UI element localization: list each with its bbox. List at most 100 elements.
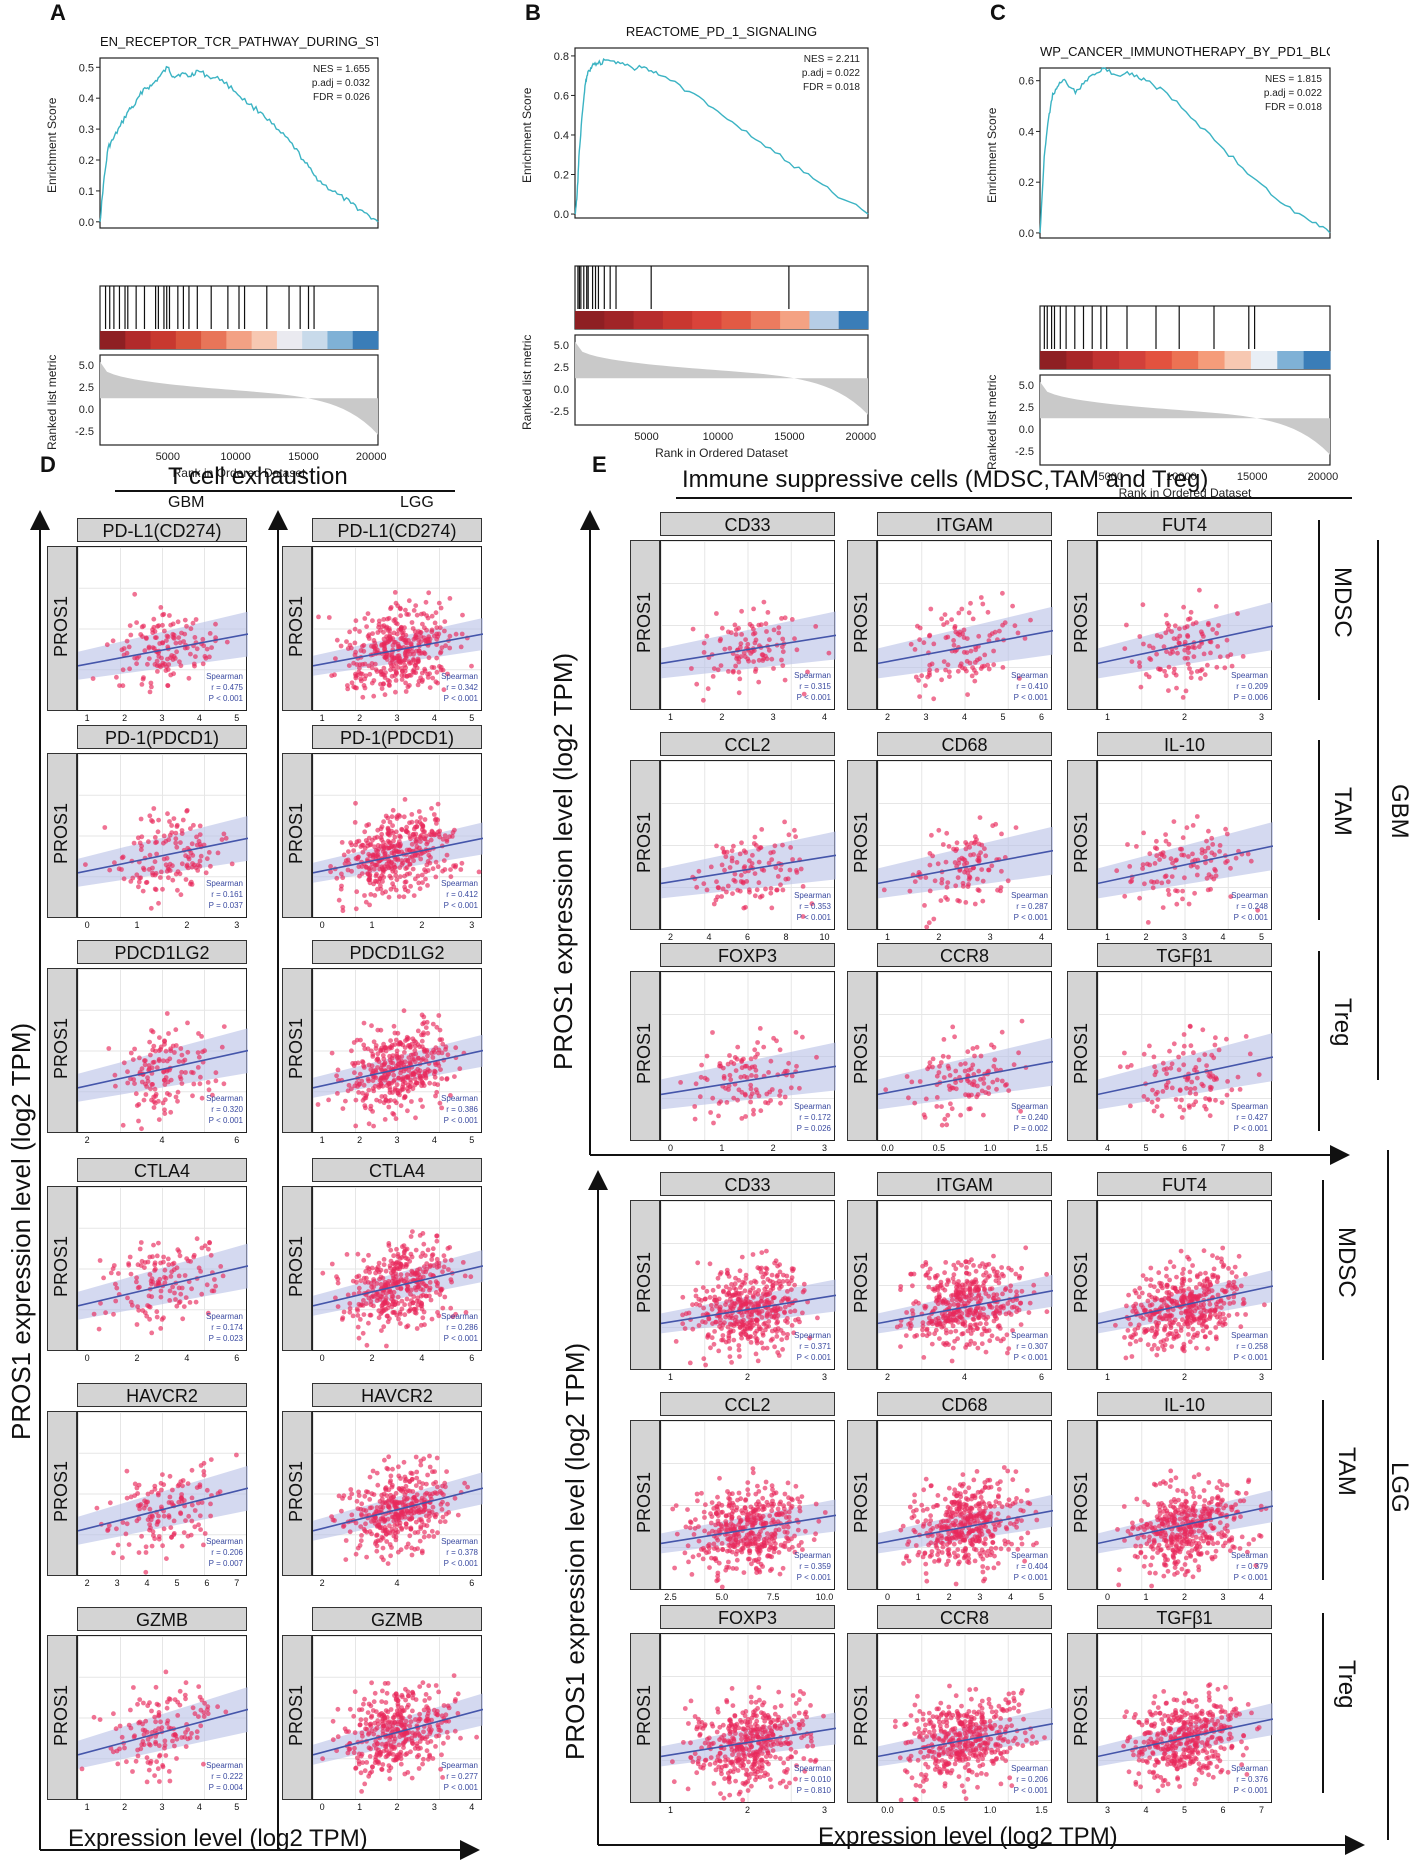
d-gbm-ctla4-point <box>152 1268 157 1273</box>
d-lgg-havcr2-point <box>407 1517 413 1522</box>
d-lgg-ctla4-point <box>414 1270 420 1276</box>
e-gbm-itgam-point <box>921 640 927 646</box>
d-lgg-gzmb-stat-p: P < 0.001 <box>443 1783 478 1792</box>
e-gbm-fut4-point <box>1205 662 1210 668</box>
d-gbm-pdcd1lg2-point <box>158 1047 163 1052</box>
d-lgg-havcr2-point <box>389 1526 395 1532</box>
d-lgg-havcr2-point <box>353 1551 359 1557</box>
d-lgg-pdcd1lg2-point <box>435 1082 441 1088</box>
d-gbm-pd-1-pdcd1-point <box>189 841 195 847</box>
d-lgg-gzmb-point <box>380 1728 386 1734</box>
d-lgg-pd-1-pdcd1-point <box>401 894 407 900</box>
d-lgg-gzmb-point <box>407 1714 413 1720</box>
d-gbm-pd-1-pdcd1-point <box>175 887 180 893</box>
e-gbm-fut4-point <box>1199 667 1205 672</box>
d-lgg-pdcd1lg2-point <box>433 1093 438 1099</box>
d-lgg-pdcd1lg2-point <box>358 1037 363 1043</box>
d-lgg-ctla4-point <box>442 1294 448 1300</box>
d-gbm-ctla4-point <box>134 1279 139 1285</box>
d-lgg-pd-l1-cd274-point <box>399 677 405 682</box>
d-lgg-pd-l1-cd274-point <box>434 655 440 661</box>
e-lgg-cd33-point <box>736 1343 742 1348</box>
d-gbm-ctla4-point <box>172 1290 177 1296</box>
e-gbm-itgam-point <box>1022 636 1028 641</box>
e-gbm-cd68-point <box>972 839 978 845</box>
e-gbm-il-10-ystrip <box>1067 760 1097 930</box>
d-gbm-pd-1-pdcd1-point <box>138 847 144 853</box>
e-gbm-cd33-point <box>789 617 795 622</box>
e-lgg-cd33-point <box>788 1309 793 1315</box>
d-lgg-ctla4-stats: Spearman r = 0.286 P < 0.001 <box>420 1311 478 1344</box>
d-lgg-pd-l1-cd274-point <box>434 631 440 637</box>
panel-e-ylabel-gbm: PROS1 expression level (log2 TPM) <box>548 652 578 1070</box>
d-gbm-pd-l1-cd274-point <box>164 638 169 643</box>
d-lgg-gzmb-point <box>406 1702 411 1708</box>
e-lgg-cd33-point <box>764 1345 770 1351</box>
e-gbm-il-10-point <box>1154 838 1159 844</box>
e-lgg-cd33-point <box>728 1313 734 1319</box>
e-gbm-cd33-point <box>753 637 759 643</box>
e-lgg-cd33-point <box>800 1289 806 1295</box>
d-lgg-havcr2-point <box>339 1508 344 1514</box>
d-lgg-ctla4-point <box>376 1315 382 1321</box>
d-gbm-pd-l1-cd274-point <box>176 635 182 640</box>
d-gbm-pd-1-pdcd1-point <box>152 835 158 840</box>
d-gbm-pdcd1lg2-point <box>199 1095 205 1101</box>
e-gbm-ccr8-point <box>986 1085 991 1090</box>
e-gbm-cd33-point <box>733 627 739 632</box>
panel-d-title: T cell exhaustion <box>168 463 348 490</box>
e-gbm-foxp3-point <box>735 1097 740 1103</box>
d-gbm-ctla4-point <box>103 1310 108 1316</box>
gsea-a-heat-cell <box>150 331 177 349</box>
d-gbm-pd-l1-cd274-point <box>188 651 193 657</box>
e-gbm-cd68-plot <box>877 760 1053 930</box>
d-lgg-gzmb-point <box>422 1736 428 1742</box>
d-lgg-gzmb-point <box>367 1754 373 1759</box>
d-gbm-havcr2-point <box>155 1519 160 1525</box>
e-lgg-cd33-point <box>750 1285 756 1291</box>
d-gbm-havcr2-xtick: 2 <box>84 1578 90 1588</box>
d-gbm-ctla4-point <box>134 1322 140 1327</box>
d-gbm-gzmb-point <box>156 1743 162 1749</box>
panel-d-cohort-gbm: GBM <box>168 494 205 511</box>
gsea-a-stat: p.adj = 0.032 <box>312 78 371 89</box>
e-gbm-ccr8-point <box>950 1024 956 1030</box>
d-gbm-pdcd1lg2-point <box>190 1070 196 1076</box>
d-lgg-pdcd1lg2-stat-title: Spearman <box>441 1094 478 1103</box>
d-gbm-gzmb-point <box>157 1752 163 1758</box>
d-lgg-gzmb-point <box>395 1701 401 1707</box>
e-gbm-fut4-point <box>1124 622 1129 628</box>
d-gbm-pdcd1lg2-point <box>182 1057 188 1063</box>
e-gbm-cd33-point <box>738 654 744 659</box>
d-gbm-gzmb-point <box>130 1769 135 1774</box>
e-gbm-il-10-stats: Spearman r = 0.248 P < 0.001 <box>1210 890 1268 923</box>
d-gbm-ctla4-xtick: 4 <box>184 1353 190 1363</box>
d-gbm-gzmb-point <box>148 1761 153 1766</box>
d-lgg-gzmb-stat-r: r = 0.277 <box>446 1772 478 1781</box>
d-lgg-pd-1-pdcd1-point <box>417 886 423 892</box>
d-lgg-havcr2-point <box>382 1528 388 1534</box>
d-gbm-havcr2-point <box>197 1484 203 1490</box>
d-lgg-pd-l1-cd274-point <box>398 613 403 619</box>
e-gbm-cd68-point <box>955 875 961 880</box>
d-gbm-pdcd1lg2-point <box>150 1029 156 1035</box>
d-lgg-pd-l1-cd274-point <box>358 678 364 684</box>
d-lgg-gzmb-point <box>387 1724 393 1729</box>
d-gbm-gzmb-point <box>190 1705 196 1711</box>
e-gbm-cd68-point <box>989 863 995 869</box>
d-lgg-havcr2-point <box>440 1514 446 1520</box>
e-gbm-cd33-point <box>776 630 782 636</box>
gsea-a-xlabel: Rank in Ordered Dataset <box>173 466 306 480</box>
e-gbm-ccr8-point <box>946 1066 952 1071</box>
e-gbm-foxp3-point <box>728 1077 734 1083</box>
d-gbm-pd-1-pdcd1-point <box>158 869 164 875</box>
e-gbm-cd33-point <box>780 636 786 642</box>
d-lgg-havcr2-point <box>410 1489 416 1494</box>
gsea-b-es-frame <box>574 47 869 219</box>
e-gbm-itgam-point <box>980 601 986 607</box>
d-gbm-pd-l1-cd274-point <box>204 646 210 652</box>
d-lgg-pd-l1-cd274-point <box>382 675 388 680</box>
d-lgg-gzmb-point <box>399 1692 405 1698</box>
d-lgg-pd-1-pdcd1-point <box>371 866 377 872</box>
d-lgg-pd-1-pdcd1-point <box>375 886 380 892</box>
